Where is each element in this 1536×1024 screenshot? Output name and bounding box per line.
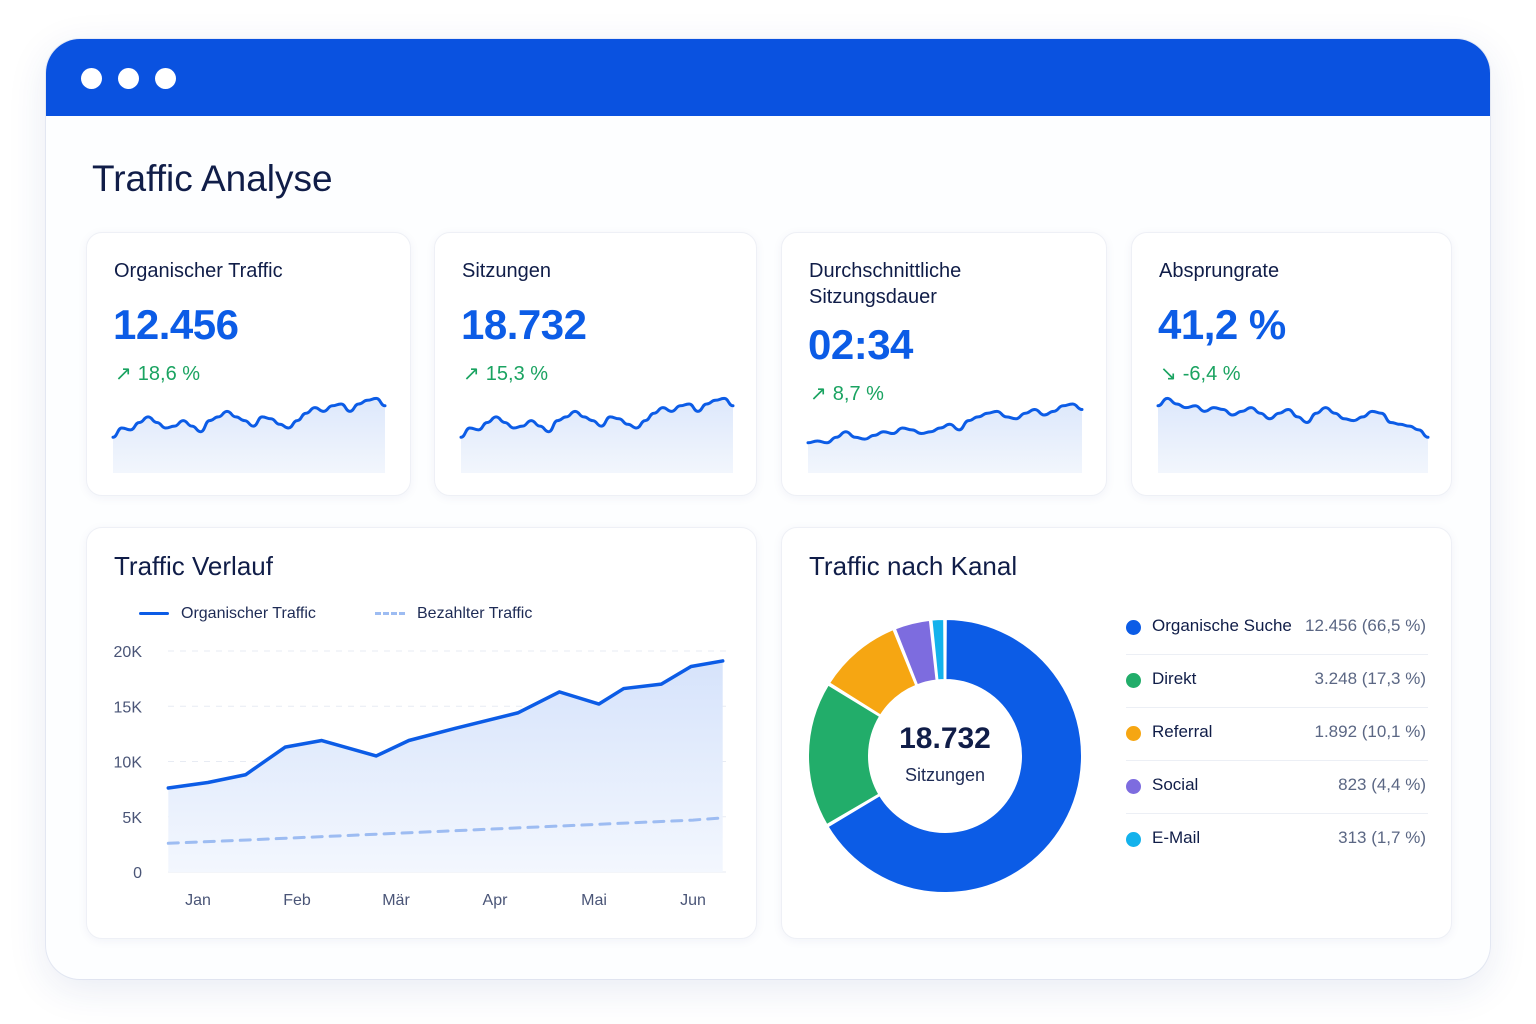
legend-item-organic[interactable]: Organischer Traffic — [139, 605, 316, 623]
channel-color-dot — [1126, 779, 1141, 794]
channel-color-dot — [1126, 832, 1141, 847]
section-title: Traffic Verlauf — [114, 551, 273, 581]
divider — [1126, 707, 1428, 708]
sparkline-line — [111, 396, 387, 439]
sparkline-area — [113, 398, 385, 473]
trend-up-arrow-icon: ↗ — [810, 383, 827, 405]
kpi-change: ↗ 15,3 % — [463, 361, 548, 386]
channel-color-dot — [1126, 673, 1141, 688]
x-tick-label: Jan — [185, 892, 211, 909]
channel-name: Social — [1152, 775, 1199, 794]
legend-dashed-line-icon — [375, 612, 405, 616]
page-title: Traffic Analyse — [92, 158, 333, 199]
section-title: Traffic nach Kanal — [809, 551, 1018, 581]
channel-name: Direkt — [1152, 669, 1197, 688]
kpi-change: ↗ 8,7 % — [810, 381, 884, 406]
channel-value: 313 (1,7 %) — [1338, 828, 1426, 847]
channel-row-referral[interactable]: Referral 1.892 (10,1 %) — [1125, 716, 1430, 756]
y-tick-label: 10K — [114, 755, 143, 772]
channel-value: 12.456 (66,5 %) — [1305, 616, 1426, 635]
legend-label: Organischer Traffic — [181, 605, 316, 622]
legend-solid-line-icon — [139, 612, 169, 616]
kpi-card-organic-traffic[interactable]: Organischer Traffic 12.456 ↗ 18,6 % — [86, 232, 411, 496]
x-tick-label: Mai — [581, 892, 607, 909]
kpi-label: Durchschnittliche Sitzungsdauer — [809, 260, 962, 308]
donut-slice-e-mail — [930, 617, 946, 682]
kpi-value: 12.456 — [113, 301, 239, 348]
x-tick-label: Mär — [382, 892, 410, 909]
kpi-label: Absprungrate — [1159, 260, 1280, 282]
channel-color-dot — [1126, 726, 1141, 741]
kpi-card-bounce-rate[interactable]: Absprungrate 41,2 % ↘ -6,4 % — [1131, 232, 1452, 496]
channel-value: 823 (4,4 %) — [1338, 775, 1426, 794]
kpi-card-sessions[interactable]: Sitzungen 18.732 ↗ 15,3 % — [434, 232, 757, 496]
channel-row-direct[interactable]: Direkt 3.248 (17,3 %) — [1125, 663, 1430, 703]
channel-name: E-Mail — [1152, 828, 1201, 847]
y-tick-label: 20K — [114, 644, 143, 661]
sparkline-area — [1158, 398, 1428, 473]
sparkline — [806, 402, 1084, 473]
sparkline-line — [1156, 396, 1430, 439]
sparkline — [459, 396, 735, 473]
kpi-change-value: 15,3 % — [485, 363, 549, 385]
kpi-label: Organischer Traffic — [114, 260, 283, 282]
divider — [1126, 760, 1428, 761]
kpi-change-value: 8,7 % — [832, 383, 884, 405]
x-tick-label: Feb — [283, 892, 311, 909]
channel-row-email[interactable]: E-Mail 313 (1,7 %) — [1125, 822, 1430, 862]
channel-row-organic-search[interactable]: Organische Suche 12.456 (66,5 %) — [1125, 610, 1430, 650]
kpi-value: 02:34 — [808, 321, 913, 368]
channel-color-dot — [1126, 620, 1141, 635]
kpi-value: 18.732 — [461, 301, 587, 348]
y-tick-label: 15K — [114, 699, 143, 716]
channel-value: 1.892 (10,1 %) — [1314, 722, 1426, 741]
trend-down-arrow-icon: ↘ — [1160, 363, 1177, 385]
donut-slice-referral — [827, 627, 918, 717]
donut-center-value: 18.732 — [899, 722, 991, 755]
kpi-change: ↗ 18,6 % — [115, 361, 200, 386]
organic-traffic-line — [166, 659, 725, 790]
x-tick-label: Apr — [483, 892, 509, 909]
window-dot-icon[interactable] — [81, 68, 102, 89]
trend-up-arrow-icon: ↗ — [463, 363, 480, 385]
trend-up-arrow-icon: ↗ — [115, 363, 132, 385]
channel-donut-chart — [807, 617, 1083, 894]
kpi-change-value: 18,6 % — [137, 363, 201, 385]
window-dot-icon[interactable] — [155, 68, 176, 89]
window-dot-icon[interactable] — [118, 68, 139, 89]
donut-center-label: Sitzungen — [904, 765, 986, 785]
sparkline — [111, 396, 387, 473]
sparkline-area — [461, 398, 733, 473]
legend-label: Bezahlter Traffic — [417, 605, 533, 622]
channel-value: 3.248 (17,3 %) — [1314, 669, 1426, 688]
y-tick-label: 0 — [133, 865, 142, 882]
organic-traffic-area — [168, 660, 723, 872]
sparkline — [1156, 396, 1430, 473]
kpi-change-value: -6,4 % — [1182, 363, 1241, 385]
divider — [1126, 813, 1428, 814]
x-tick-label: Jun — [680, 892, 706, 909]
kpi-card-avg-session-duration[interactable]: Durchschnittliche Sitzungsdauer 02:34 ↗ 8… — [781, 232, 1107, 496]
kpi-label: Sitzungen — [462, 260, 551, 282]
sparkline-line — [459, 396, 735, 439]
sparkline-line — [806, 402, 1084, 445]
kpi-value: 41,2 % — [1158, 301, 1286, 348]
channel-name: Referral — [1152, 722, 1213, 741]
traffic-trend-chart: 20K 15K 10K 5K 0 Jan Feb Mär Apr Mai Jun — [114, 644, 726, 909]
window-titlebar — [46, 39, 1490, 116]
donut-slice-direkt — [807, 683, 882, 827]
y-tick-label: 5K — [122, 810, 142, 827]
legend-item-paid[interactable]: Bezahlter Traffic — [375, 605, 532, 623]
divider — [1126, 654, 1428, 655]
sparkline-area — [808, 403, 1082, 473]
channel-row-social[interactable]: Social 823 (4,4 %) — [1125, 769, 1430, 809]
donut-slice-organische-suche — [826, 617, 1083, 894]
kpi-change: ↘ -6,4 % — [1160, 361, 1241, 386]
channel-name: Organische Suche — [1152, 616, 1292, 635]
